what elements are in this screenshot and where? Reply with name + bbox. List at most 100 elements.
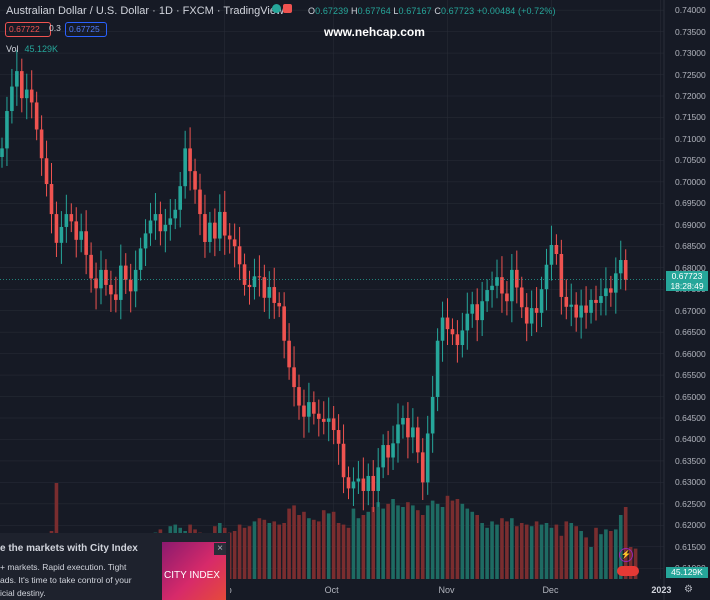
candle-body bbox=[420, 452, 425, 483]
candle-body bbox=[485, 290, 489, 302]
candle-body bbox=[188, 148, 192, 172]
candle-body bbox=[163, 224, 168, 232]
candle-body bbox=[222, 211, 227, 236]
us-flag-icon[interactable] bbox=[617, 566, 639, 576]
sell-button[interactable]: 0.67722 bbox=[5, 22, 51, 37]
candle-body bbox=[460, 330, 465, 346]
candle-body bbox=[302, 405, 306, 417]
volume-bar bbox=[262, 519, 267, 579]
candle-body bbox=[44, 158, 49, 185]
ad-close-button[interactable]: × bbox=[214, 543, 226, 555]
price-tick-label: 0.73500 bbox=[675, 26, 706, 37]
volume-bar bbox=[460, 503, 465, 579]
volume-bar bbox=[287, 508, 291, 579]
volume-bar bbox=[336, 523, 341, 579]
ohlc-legend: O0.67239 H0.67764 L0.67167 C0.67723 +0.0… bbox=[308, 6, 556, 16]
candle-body bbox=[307, 402, 311, 417]
candle-body bbox=[569, 304, 574, 307]
volume-bar bbox=[351, 508, 356, 579]
candle-body bbox=[559, 254, 564, 297]
candle-body bbox=[336, 430, 341, 444]
candle-body bbox=[193, 171, 197, 190]
candle-body bbox=[252, 276, 257, 288]
candle-body bbox=[480, 301, 484, 321]
candle-body bbox=[589, 299, 593, 313]
volume-bar bbox=[376, 502, 380, 579]
volume-bar bbox=[470, 511, 475, 579]
volume-bar bbox=[356, 518, 361, 579]
candle-body bbox=[515, 269, 519, 288]
volume-bar bbox=[544, 523, 549, 579]
price-tick-label: 0.72500 bbox=[675, 69, 706, 80]
volume-bar bbox=[519, 523, 524, 579]
volume-bar bbox=[569, 523, 574, 579]
volume-bar bbox=[495, 524, 499, 579]
candle-body bbox=[475, 304, 479, 321]
candle-body bbox=[89, 254, 93, 279]
volume-bar bbox=[455, 499, 460, 579]
candle-body bbox=[440, 317, 445, 341]
candle-body bbox=[237, 246, 242, 265]
volume-bar bbox=[618, 515, 623, 579]
volume-bar bbox=[435, 503, 440, 579]
candle-body bbox=[455, 334, 460, 346]
ad-body: + markets. Rapid execution. Tight ads. I… bbox=[0, 562, 132, 598]
last-price: 0.67723 bbox=[671, 271, 703, 281]
candle-body bbox=[584, 305, 588, 313]
candle-body bbox=[272, 287, 277, 303]
time-tick-label: Oct bbox=[324, 585, 339, 595]
candle-body bbox=[282, 306, 286, 341]
symbol-status-icons bbox=[272, 4, 292, 13]
volume-bar bbox=[589, 547, 593, 579]
gear-icon[interactable]: ⚙ bbox=[684, 584, 693, 595]
volume-bar bbox=[401, 507, 405, 579]
volume-legend-value: 45.129K bbox=[24, 44, 59, 54]
candle-body bbox=[435, 340, 440, 397]
candle-body bbox=[198, 189, 202, 215]
candle-body bbox=[346, 477, 351, 489]
volume-bar bbox=[321, 510, 326, 579]
ad-banner[interactable]: e the markets with City Index + markets.… bbox=[0, 533, 230, 600]
candle-body bbox=[574, 304, 578, 318]
volume-bar bbox=[54, 483, 59, 579]
volume-bar bbox=[391, 499, 395, 579]
volume-bar bbox=[609, 531, 613, 579]
candle-body bbox=[366, 475, 371, 491]
candle-body bbox=[94, 278, 98, 289]
volume-bar bbox=[445, 495, 450, 579]
volume-bar bbox=[237, 524, 242, 579]
candle-body bbox=[396, 424, 400, 444]
candle-body bbox=[203, 214, 207, 242]
candle-body bbox=[524, 307, 529, 324]
candle-body bbox=[168, 218, 173, 225]
candle-body bbox=[173, 209, 178, 219]
volume-bar bbox=[505, 521, 509, 579]
candle-body bbox=[109, 284, 113, 295]
candle-body bbox=[257, 276, 262, 278]
volume-bar bbox=[267, 523, 272, 579]
candle-body bbox=[376, 467, 380, 491]
candle-body bbox=[416, 427, 420, 453]
candle-body bbox=[341, 443, 346, 478]
candle-body bbox=[534, 308, 539, 313]
candle-body bbox=[618, 260, 623, 274]
candle-body bbox=[495, 277, 499, 286]
candle-body bbox=[183, 148, 187, 187]
candle-body bbox=[500, 277, 504, 294]
volume-bar bbox=[252, 521, 257, 579]
volume-bar bbox=[529, 526, 534, 579]
candle-body bbox=[262, 277, 267, 298]
candle-body bbox=[623, 260, 628, 280]
volume-bar bbox=[361, 515, 366, 579]
volume-bar bbox=[440, 507, 445, 579]
candle-body bbox=[326, 418, 331, 422]
volume-bar bbox=[406, 502, 410, 579]
buy-button[interactable]: 0.67725 bbox=[65, 22, 107, 37]
candle-body bbox=[609, 288, 613, 293]
candle-body bbox=[564, 296, 569, 307]
lightning-icon[interactable]: ⚡ bbox=[619, 548, 633, 562]
price-tick-label: 0.65500 bbox=[675, 370, 706, 381]
candle-body bbox=[312, 402, 316, 414]
volume-bar bbox=[579, 531, 583, 579]
